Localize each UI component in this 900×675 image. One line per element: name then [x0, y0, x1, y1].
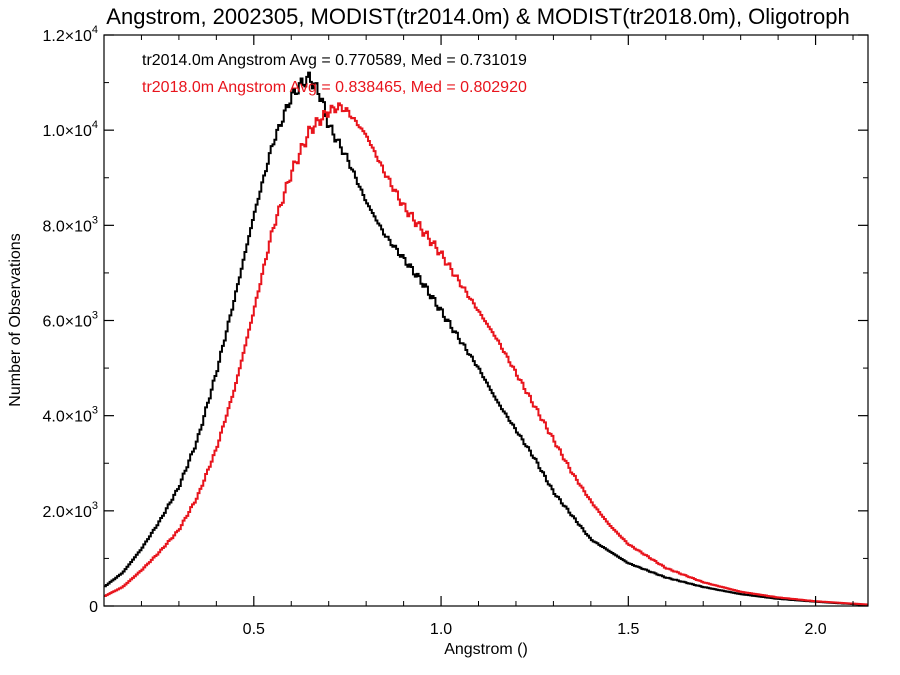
series-1-histogram-line — [104, 71, 868, 606]
series-2-histogram-line — [104, 102, 868, 606]
x-tick-label: 1.0 — [430, 621, 452, 638]
stats-annotation-1: tr2014.0m Angstrom Avg = 0.770589, Med =… — [142, 52, 527, 69]
y-tick-label: 4.0×103 — [42, 405, 98, 426]
y-tick-label: 1.2×104 — [42, 24, 98, 45]
stats-annotation-2: tr2018.0m Angstrom Avg = 0.838465, Med =… — [142, 79, 527, 96]
y-axis-label: Number of Observations — [7, 233, 24, 406]
chart-title: Angstrom, 2002305, MODIST(tr2014.0m) & M… — [106, 4, 849, 29]
x-tick-label: 1.5 — [617, 621, 639, 638]
y-tick-label: 1.0×104 — [42, 119, 98, 140]
x-tick-label: 0.5 — [243, 621, 265, 638]
stats-annotations: tr2014.0m Angstrom Avg = 0.770589, Med =… — [142, 52, 527, 96]
y-tick-label: 2.0×103 — [42, 500, 98, 521]
x-axis-label: Angstrom () — [444, 641, 528, 658]
series-layer — [104, 71, 868, 606]
x-tick-label: 2.0 — [804, 621, 826, 638]
y-tick-label: 8.0×103 — [42, 214, 98, 235]
ticks-layer: 0.5 1.0 1.5 2.0 0 2.0×103 4.0×103 6.0×103 8.0×10… — [42, 24, 868, 638]
y-tick-label: 0 — [89, 599, 98, 616]
y-tick-label: 6.0×103 — [42, 310, 98, 331]
